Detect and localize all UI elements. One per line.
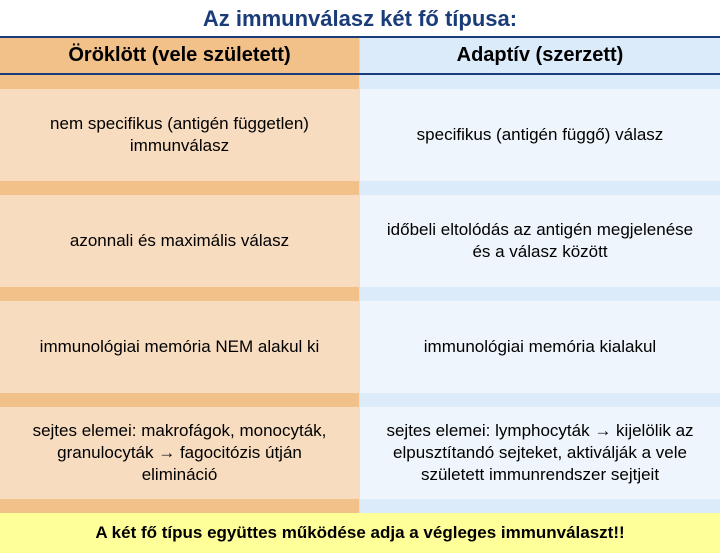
spacer-left <box>0 393 360 407</box>
spacer-right <box>360 75 720 89</box>
cell-right: időbeli eltolódás az antigén megjelenése… <box>360 195 720 287</box>
footer-note: A két fő típus együttes működése adja a … <box>0 513 720 553</box>
cell-left: azonnali és maximális válasz <box>0 195 360 287</box>
cell-left: nem specifikus (antigén független) immun… <box>0 89 360 181</box>
spacer-left <box>0 181 360 195</box>
spacer-row <box>0 499 720 513</box>
spacer-row <box>0 393 720 407</box>
table-body: nem specifikus (antigén független) immun… <box>0 75 720 513</box>
cell-left: immunológiai memória NEM alakul ki <box>0 301 360 393</box>
header-left-cell: Öröklött (vele született) <box>0 38 360 73</box>
table-row: immunológiai memória NEM alakul ki immun… <box>0 301 720 393</box>
table-header-row: Öröklött (vele született) Adaptív (szerz… <box>0 36 720 75</box>
spacer-right <box>360 499 720 513</box>
cell-right: sejtes elemei: lymphocyták → kijelölik a… <box>360 407 720 499</box>
spacer-row <box>0 287 720 301</box>
cell-left: sejtes elemei: makrofágok, monocyták, gr… <box>0 407 360 499</box>
header-right-cell: Adaptív (szerzett) <box>360 38 720 73</box>
spacer-right <box>360 393 720 407</box>
table-row: sejtes elemei: makrofágok, monocyták, gr… <box>0 407 720 499</box>
spacer-left <box>0 75 360 89</box>
cell-right: immunológiai memória kialakul <box>360 301 720 393</box>
spacer-right <box>360 181 720 195</box>
spacer-left <box>0 287 360 301</box>
spacer-row <box>0 75 720 89</box>
spacer-left <box>0 499 360 513</box>
slide-title: Az immunválasz két fő típusa: <box>0 0 720 36</box>
spacer-right <box>360 287 720 301</box>
table-row: nem specifikus (antigén független) immun… <box>0 89 720 181</box>
table-row: azonnali és maximális válasz időbeli elt… <box>0 195 720 287</box>
cell-right: specifikus (antigén függő) válasz <box>360 89 720 181</box>
spacer-row <box>0 181 720 195</box>
slide-container: Az immunválasz két fő típusa: Öröklött (… <box>0 0 720 540</box>
